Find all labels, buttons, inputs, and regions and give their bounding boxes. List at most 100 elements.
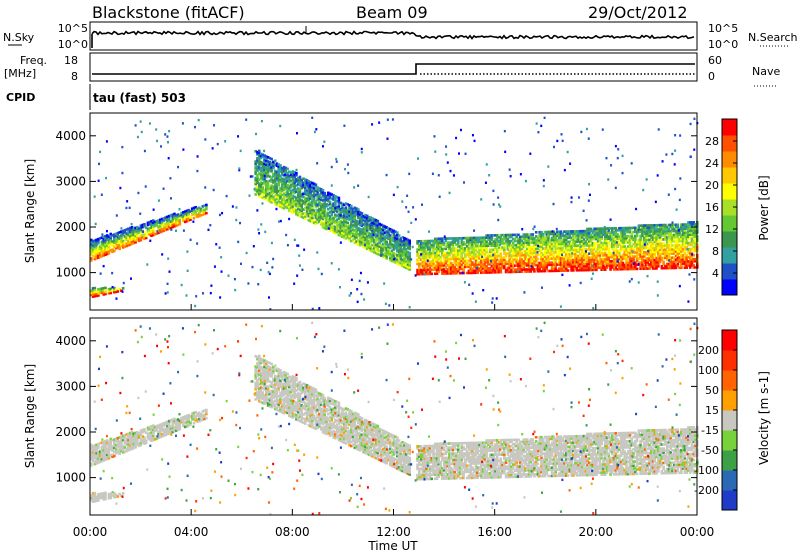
power-cell bbox=[311, 181, 314, 185]
power-cell bbox=[421, 260, 425, 264]
power-cell bbox=[98, 255, 102, 259]
power-cell bbox=[378, 222, 381, 226]
power-cell bbox=[104, 239, 107, 242]
power-cell bbox=[456, 257, 460, 261]
power-cell bbox=[159, 226, 162, 230]
power-cell bbox=[312, 192, 316, 196]
power-cell bbox=[426, 245, 430, 249]
power-cell bbox=[401, 240, 404, 243]
power-cell bbox=[456, 267, 460, 271]
power-cell bbox=[355, 227, 358, 231]
power-cell bbox=[582, 229, 586, 233]
power-cell bbox=[273, 200, 277, 204]
power-cell bbox=[297, 244, 300, 247]
power-cell bbox=[93, 249, 97, 253]
power-cell bbox=[286, 188, 289, 191]
power-cell bbox=[93, 290, 97, 294]
power-cell bbox=[437, 237, 441, 241]
power-cell bbox=[511, 250, 515, 253]
power-cell bbox=[277, 179, 281, 183]
power-cell bbox=[311, 216, 314, 220]
power-cell bbox=[540, 257, 543, 261]
power-cell bbox=[318, 207, 321, 211]
power-cell bbox=[173, 216, 176, 220]
power-cell bbox=[603, 235, 607, 239]
power-cell bbox=[607, 249, 611, 253]
power-cell bbox=[372, 233, 375, 236]
power-cell bbox=[619, 257, 623, 261]
power-cell bbox=[286, 196, 289, 199]
power-cell bbox=[259, 156, 263, 160]
power-cell bbox=[91, 244, 95, 247]
power-cell bbox=[465, 247, 469, 250]
power-cell bbox=[685, 223, 688, 226]
power-cell bbox=[540, 245, 543, 248]
power-cell bbox=[618, 251, 621, 255]
power-cell bbox=[621, 237, 625, 240]
power-cell bbox=[325, 205, 328, 208]
power-cell bbox=[139, 232, 143, 236]
colorbar-tick-label: 8 bbox=[712, 245, 719, 258]
power-cell bbox=[538, 265, 542, 269]
power-cell bbox=[288, 199, 291, 202]
power-cell bbox=[660, 256, 664, 260]
power-cell bbox=[358, 215, 362, 218]
power-cell bbox=[642, 255, 646, 258]
power-cell bbox=[665, 236, 669, 239]
power-cell bbox=[570, 260, 573, 264]
power-cell bbox=[97, 290, 100, 293]
power-colorbar-label: Power [dB] bbox=[757, 175, 771, 240]
power-cell bbox=[469, 267, 472, 271]
power-cell bbox=[506, 241, 510, 245]
power-cell bbox=[641, 263, 644, 266]
power-cell bbox=[634, 230, 637, 234]
power-cell bbox=[476, 269, 480, 272]
power-cell bbox=[589, 266, 593, 270]
power-cell bbox=[644, 257, 648, 260]
power-cell bbox=[626, 247, 630, 250]
power-cell bbox=[584, 252, 588, 255]
power-cell bbox=[319, 222, 323, 226]
power-cell bbox=[541, 265, 545, 269]
power-cell bbox=[406, 250, 410, 254]
power-cell bbox=[445, 145, 448, 148]
power-cell bbox=[380, 233, 383, 237]
power-cell bbox=[442, 268, 446, 271]
power-cell bbox=[380, 240, 383, 243]
power-cell bbox=[487, 252, 490, 256]
power-cell bbox=[642, 265, 646, 268]
power-cell bbox=[573, 246, 577, 250]
power-cell bbox=[459, 128, 462, 132]
power-cell bbox=[552, 267, 556, 271]
power-cell bbox=[270, 188, 273, 192]
power-cell bbox=[531, 235, 534, 238]
power-cell bbox=[266, 188, 270, 192]
power-cell bbox=[280, 173, 284, 176]
power-cell bbox=[328, 227, 332, 230]
power-cell bbox=[674, 231, 678, 235]
power-cell bbox=[656, 294, 659, 297]
power-cell bbox=[444, 266, 448, 269]
power-cell bbox=[545, 265, 549, 269]
power-cell bbox=[591, 268, 595, 272]
power-cell bbox=[657, 128, 660, 131]
power-cell bbox=[430, 268, 434, 272]
power-cell bbox=[552, 251, 556, 254]
power-cell bbox=[323, 220, 327, 224]
power-cell bbox=[121, 246, 125, 249]
power-cell bbox=[448, 247, 451, 251]
power-cell bbox=[649, 246, 653, 250]
power-cell bbox=[118, 231, 121, 234]
power-cell bbox=[694, 239, 697, 243]
power-cell bbox=[680, 243, 683, 247]
power-cell bbox=[579, 262, 582, 266]
power-cell bbox=[570, 236, 573, 239]
power-cell bbox=[116, 290, 120, 293]
power-cell bbox=[687, 264, 690, 267]
power-cell bbox=[390, 255, 394, 259]
power-cell bbox=[503, 244, 506, 247]
power-cell bbox=[97, 179, 100, 182]
power-cell bbox=[111, 242, 114, 245]
power-cell bbox=[332, 218, 335, 222]
power-cell bbox=[391, 118, 394, 121]
